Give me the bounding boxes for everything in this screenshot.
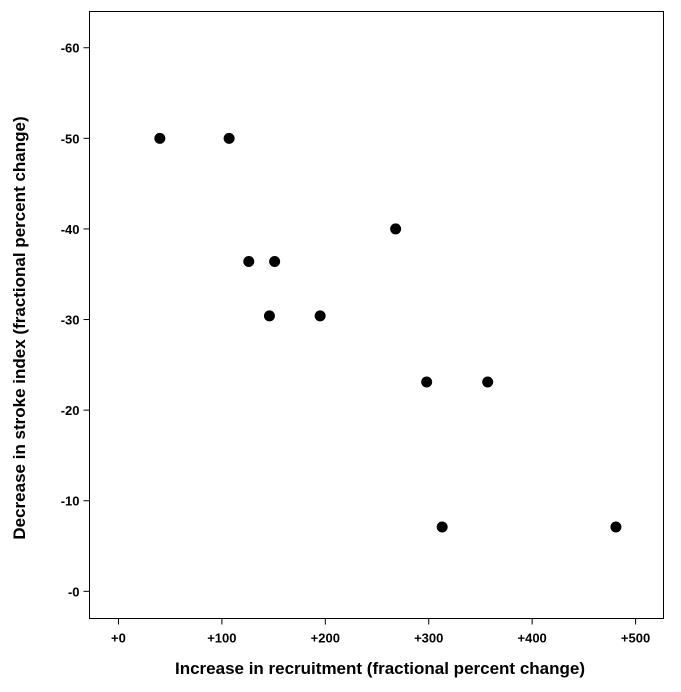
scatter-point — [436, 521, 448, 533]
y-axis-ticks: -60 -50 -40 -30 -20 -10 -0 — [61, 41, 90, 599]
scatter-point — [243, 256, 255, 268]
y-tick-label: -40 — [61, 222, 80, 237]
scatter-point — [154, 132, 166, 144]
y-tick-label: -30 — [61, 313, 80, 328]
scatter-point — [263, 310, 275, 322]
y-tick-label: -0 — [68, 584, 80, 599]
y-tick-label: -50 — [61, 131, 80, 146]
x-axis-ticks: +0 +100 +200 +300 +400 +500 — [111, 618, 650, 646]
scatter-point — [482, 376, 494, 388]
y-tick-label: -10 — [61, 494, 80, 509]
scatter-point — [223, 132, 235, 144]
x-tick-label: +0 — [111, 631, 126, 646]
x-axis-title: Increase in recruitment (fractional perc… — [175, 659, 585, 678]
scatter-point — [390, 223, 402, 235]
scatter-point — [314, 310, 326, 322]
plot-frame — [89, 11, 664, 619]
scatter-point — [421, 376, 433, 388]
scatter-point — [269, 256, 281, 268]
x-tick-label: +200 — [311, 631, 340, 646]
y-axis-title: Decrease in stroke index (fractional per… — [10, 116, 29, 539]
y-tick-label: -20 — [61, 403, 80, 418]
x-tick-label: +500 — [621, 631, 650, 646]
x-tick-label: +100 — [207, 631, 236, 646]
x-tick-label: +300 — [414, 631, 443, 646]
data-points — [154, 132, 622, 533]
x-tick-label: +400 — [518, 631, 547, 646]
y-tick-label: -60 — [61, 41, 80, 56]
scatter-point — [610, 521, 622, 533]
